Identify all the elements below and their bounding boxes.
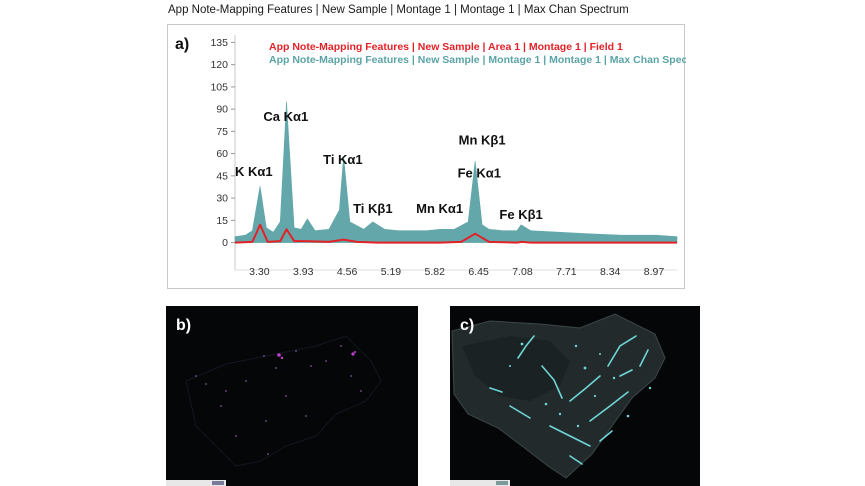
x-tick-label: 8.97	[644, 266, 665, 278]
series-area1-line	[234, 223, 677, 244]
element-map-b: b)	[166, 306, 418, 486]
peak-label: Fe Kα1	[458, 165, 501, 180]
y-tick-label: 0	[222, 237, 228, 249]
y-tick-label: 45	[216, 170, 228, 182]
x-tick-label: 4.56	[337, 266, 358, 278]
y-tick-label: 120	[210, 59, 228, 71]
element-map-c: c)	[450, 306, 700, 486]
x-tick-label: 7.08	[512, 266, 533, 278]
x-tick-label: 6.45	[468, 266, 489, 278]
window-title: App Note-Mapping Features | New Sample |…	[168, 4, 629, 16]
map-b-image	[166, 335, 382, 486]
y-tick-label: 30	[216, 193, 228, 205]
legend-entry-montage: App Note-Mapping Features | New Sample |…	[269, 54, 686, 66]
panel-label-a: a)	[175, 36, 189, 53]
spectrum-chart-panel: 0 15 30 45 60 75 90 105 120 135 3.30 3.93 4.56 5.19 5…	[167, 24, 686, 289]
panel-label-b: b)	[176, 317, 192, 334]
peak-label: K Kα1	[235, 164, 273, 179]
spectrum-chart: 0 15 30 45 60 75 90 105 120 135 3.30 3.93 4.56 5.19 5…	[175, 35, 686, 278]
peak-label: Mn Kβ1	[459, 133, 506, 148]
y-tick-label: 90	[216, 104, 228, 116]
map-c-image	[450, 313, 666, 486]
peak-label: Ca Kα1	[263, 109, 308, 124]
series-layer	[234, 101, 678, 244]
x-axis: 3.30 3.93 4.56 5.19 5.82 6.45 7.08 7.71 8.34 8.97	[235, 266, 677, 278]
peak-label: Mn Kα1	[416, 201, 463, 216]
y-tick-label: 105	[210, 81, 228, 93]
series-montage-area	[234, 101, 678, 243]
x-tick-label: 3.93	[293, 266, 314, 278]
x-tick-label: 7.71	[556, 266, 577, 278]
x-tick-label: 5.19	[381, 266, 402, 278]
peak-label: Ti Kβ1	[353, 201, 392, 216]
x-tick-label: 5.82	[425, 266, 446, 278]
y-tick-label: 60	[216, 148, 228, 160]
peak-label: Fe Kβ1	[499, 207, 542, 222]
peak-label: Ti Kα1	[323, 152, 363, 167]
y-axis: 0 15 30 45 60 75 90 105 120 135	[210, 35, 236, 270]
panel-label-c: c)	[460, 317, 475, 334]
peak-labels: K Kα1 Ca Kα1 Ti Kα1 Ti Kβ1 Mn Kα1 Mn Kβ1 Fe Kα…	[235, 109, 543, 222]
legend-entry-area: App Note-Mapping Features | New Sample |…	[269, 41, 623, 53]
x-tick-label: 8.34	[600, 266, 621, 278]
y-tick-label: 135	[210, 37, 228, 49]
x-tick-label: 3.30	[249, 266, 270, 278]
y-tick-label: 15	[216, 215, 228, 227]
y-tick-label: 75	[216, 126, 228, 138]
